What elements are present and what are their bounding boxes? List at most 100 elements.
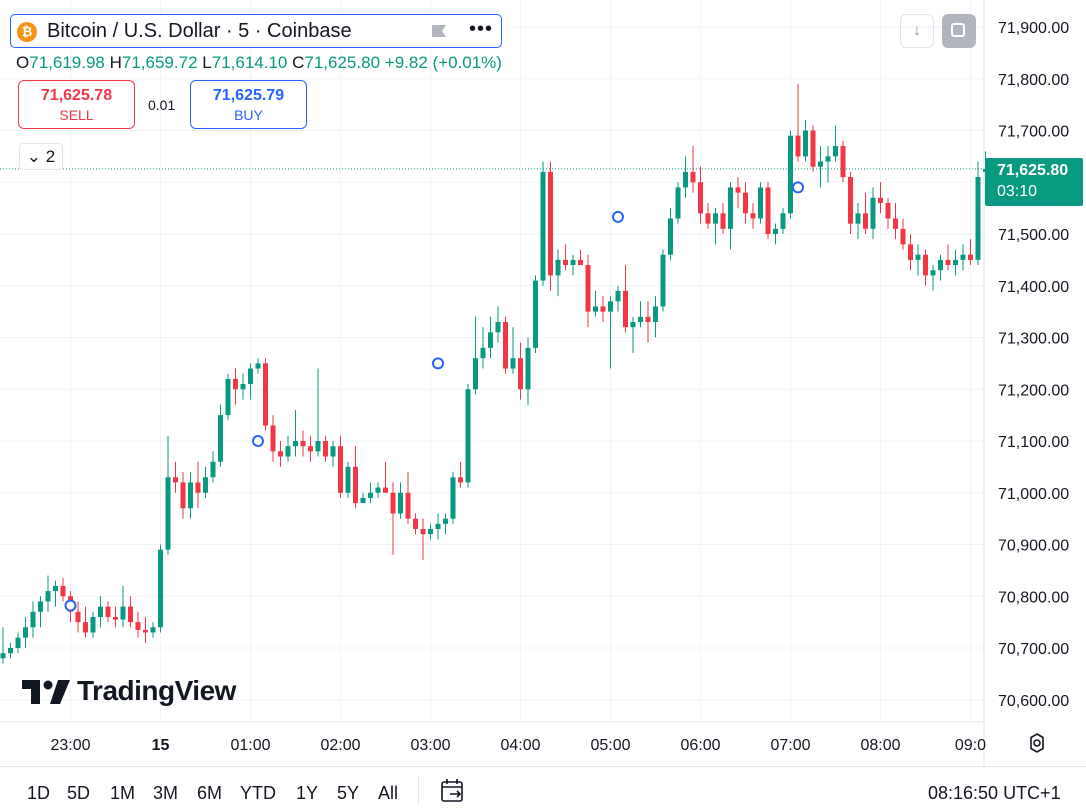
candle: [743, 182, 748, 224]
candle-body: [353, 466, 358, 504]
price-tick-label: 70,600.00: [998, 693, 1069, 710]
candle-body: [720, 213, 726, 229]
candle-body: [413, 518, 418, 529]
candle: [323, 435, 328, 462]
candle: [960, 244, 966, 271]
time-tick-label: 23:00: [50, 737, 90, 754]
candle-body: [518, 358, 523, 390]
candle-body: [645, 316, 651, 322]
candle: [360, 492, 366, 504]
candle-body: [743, 192, 748, 214]
candle: [158, 544, 163, 633]
candle: [803, 120, 808, 162]
buy-button[interactable]: 71,625.79 BUY: [190, 80, 307, 129]
last-price-value: 71,625.80: [997, 162, 1069, 179]
sell-button[interactable]: 71,625.78 SELL: [18, 80, 135, 129]
candle-body: [188, 482, 193, 509]
settings-gear-icon[interactable]: [1026, 732, 1048, 754]
download-arrow-icon[interactable]: ↓: [900, 14, 934, 48]
candle: [878, 182, 883, 214]
event-marker[interactable]: [792, 181, 804, 194]
candle: [540, 161, 546, 286]
high-label: H: [109, 53, 122, 72]
candle-body: [810, 130, 816, 167]
range-1y-button[interactable]: 1Y: [296, 783, 319, 803]
fullscreen-icon[interactable]: [942, 14, 976, 48]
price-tick-label: 71,500.00: [998, 227, 1069, 244]
close-value: 71,625.80: [304, 53, 381, 72]
candle: [38, 596, 43, 628]
candle: [788, 130, 793, 219]
candle-body: [563, 259, 568, 266]
low-label: L: [202, 53, 212, 72]
candle: [675, 182, 681, 224]
candle-body: [893, 218, 898, 229]
candle-body: [248, 368, 253, 385]
candle-body: [218, 415, 223, 462]
candle: [420, 518, 426, 561]
indicators-collapse-button[interactable]: ⌄ 2: [19, 143, 63, 170]
candle: [188, 472, 193, 519]
range-all-button[interactable]: All: [378, 783, 399, 803]
range-5d-button[interactable]: 5D: [67, 783, 91, 803]
time-tick-label: 08:00: [860, 737, 900, 754]
candle-body: [203, 477, 208, 493]
candle-body: [788, 135, 793, 214]
candle: [120, 585, 126, 628]
range-5y-button[interactable]: 5Y: [337, 783, 360, 803]
close-label: C: [292, 53, 305, 72]
candle: [353, 446, 358, 509]
event-marker[interactable]: [612, 210, 624, 223]
go-to-date-calendar-icon[interactable]: [440, 778, 466, 804]
range-6m-button[interactable]: 6M: [197, 783, 223, 803]
candle: [435, 513, 441, 540]
tradingview-logo-icon: [22, 680, 70, 704]
candle-body: [975, 177, 981, 260]
open-label: O: [16, 53, 30, 72]
candle: [135, 611, 141, 638]
candle: [825, 146, 831, 183]
candle: [375, 482, 381, 498]
flag-icon[interactable]: [430, 24, 448, 38]
price-axis: 71,900.00 71,800.00 71,700.00 71,500.00 71,4…: [998, 20, 1069, 710]
candle: [128, 596, 133, 628]
range-1m-button[interactable]: 1M: [110, 783, 136, 803]
candle-body: [30, 611, 36, 628]
event-marker[interactable]: [64, 599, 77, 612]
candle: [563, 244, 568, 271]
candle: [315, 368, 321, 457]
candle-body: [75, 611, 81, 623]
more-options-icon[interactable]: •••: [469, 18, 494, 40]
candle: [945, 244, 951, 271]
candle-body: [570, 259, 576, 266]
candle: [533, 275, 538, 354]
bar-countdown: 03:10: [997, 183, 1038, 200]
candle: [518, 342, 523, 400]
candle-body: [443, 518, 448, 524]
candle: [248, 363, 253, 400]
candle: [608, 296, 613, 369]
candle-body: [728, 187, 733, 229]
candle-body: [510, 358, 516, 369]
range-1d-button[interactable]: 1D: [27, 783, 51, 803]
candle: [255, 358, 261, 374]
candle: [938, 254, 943, 281]
candle: [510, 327, 516, 374]
candle: [548, 161, 553, 291]
candle-body: [293, 441, 298, 447]
candle-body: [938, 259, 943, 271]
candle: [443, 513, 448, 535]
candle: [840, 140, 846, 183]
range-ytd-button[interactable]: YTD: [240, 783, 276, 803]
candle: [773, 223, 778, 245]
utc-clock[interactable]: 08:16:50 UTC+1: [928, 783, 1061, 803]
candle-body: [180, 482, 186, 509]
candle-body: [818, 161, 823, 167]
candle: [105, 601, 111, 623]
range-3m-button[interactable]: 3M: [153, 783, 179, 803]
event-marker[interactable]: [432, 357, 444, 370]
event-marker[interactable]: [252, 435, 264, 447]
candle: [98, 596, 103, 628]
symbol-search-button[interactable]: ₿ Bitcoin / U.S. Dollar · 5 · Coinbase •…: [10, 14, 502, 48]
